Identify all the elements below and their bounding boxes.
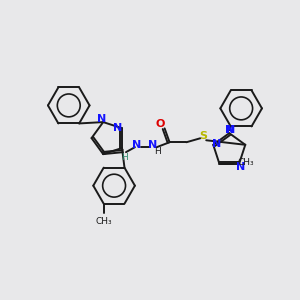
Text: N: N bbox=[113, 123, 123, 133]
Text: N: N bbox=[225, 125, 234, 135]
Text: S: S bbox=[199, 131, 207, 141]
Text: O: O bbox=[156, 119, 165, 129]
Text: H: H bbox=[122, 153, 128, 162]
Text: N: N bbox=[226, 125, 235, 135]
Text: N: N bbox=[212, 139, 221, 149]
Text: N: N bbox=[132, 140, 142, 150]
Text: CH₃: CH₃ bbox=[95, 217, 112, 226]
Text: N: N bbox=[236, 162, 245, 172]
Text: N: N bbox=[97, 114, 106, 124]
Text: N: N bbox=[148, 140, 157, 150]
Text: CH₃: CH₃ bbox=[237, 158, 254, 167]
Text: H: H bbox=[154, 147, 161, 156]
